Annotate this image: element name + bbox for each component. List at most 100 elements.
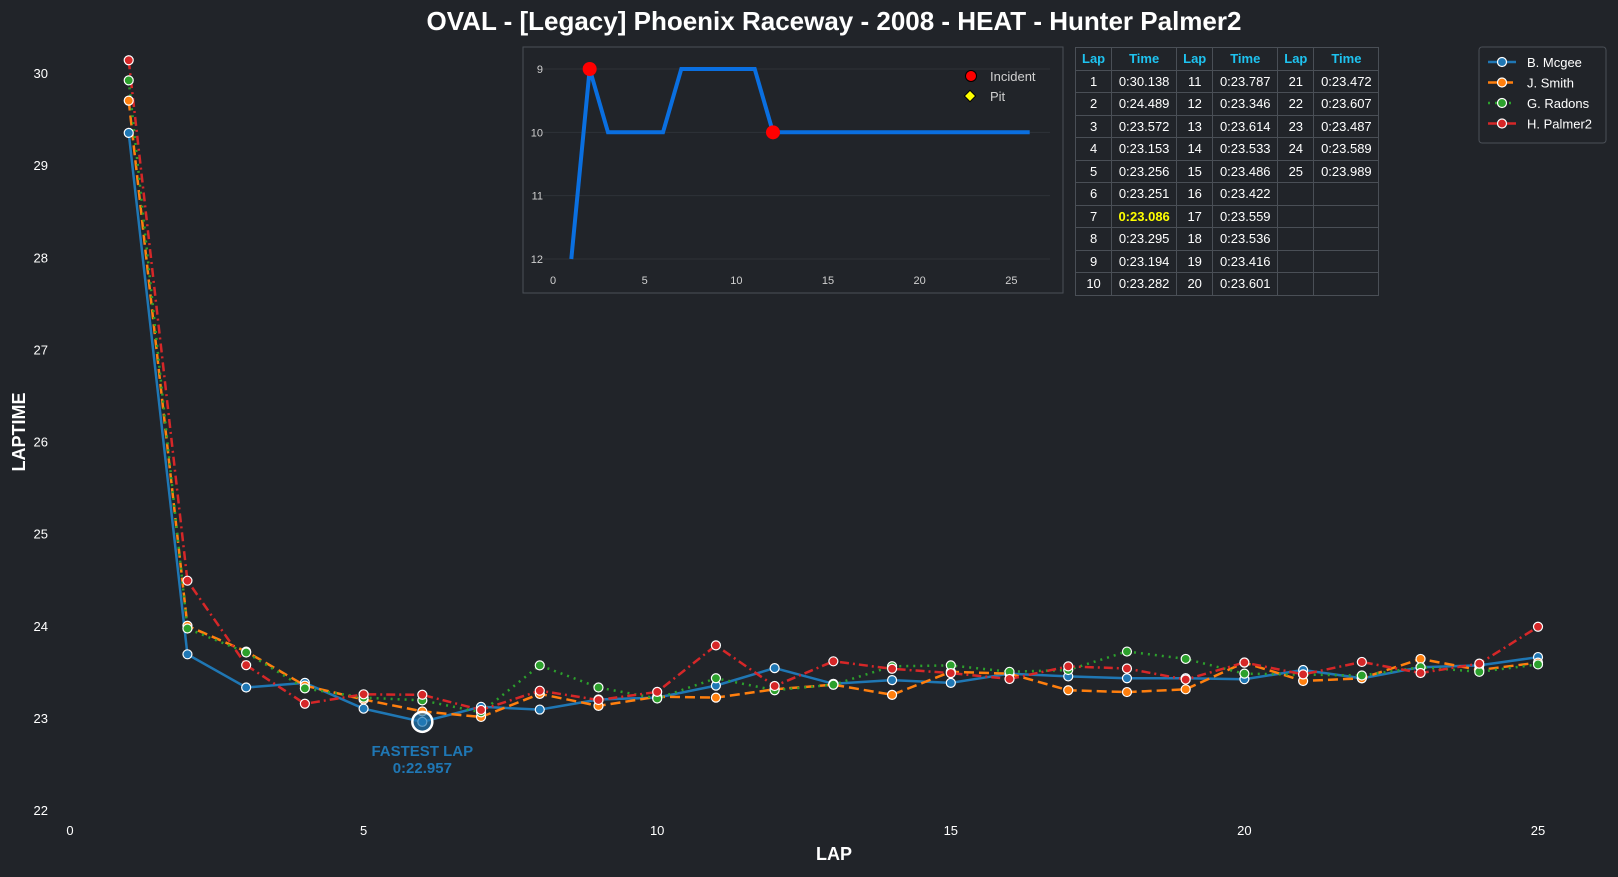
data-point <box>123 95 134 106</box>
table-row: 2 0:24.489 12 0:23.346 22 0:23.607 <box>1074 92 1380 116</box>
table-row: 6 0:23.251 16 0:23.422 <box>1074 182 1380 206</box>
inset-markers <box>582 62 780 140</box>
data-point <box>123 75 134 86</box>
x-tick-label: 5 <box>360 823 367 838</box>
table-cell-time <box>1313 204 1380 228</box>
table-cell-lap <box>1277 249 1315 273</box>
table-cell-lap: 14 <box>1176 137 1214 161</box>
table-cell-lap: 2 <box>1074 92 1113 116</box>
table-cell-time: 0:23.601 <box>1212 272 1279 296</box>
data-point <box>534 685 545 696</box>
data-point <box>710 673 722 684</box>
data-point <box>1356 656 1367 668</box>
table-cell-time: 0:23.416 <box>1212 249 1279 273</box>
inset-x-tick-label: 20 <box>914 275 926 287</box>
table-cell-lap <box>1277 227 1315 251</box>
incident-legend-icon <box>965 70 977 82</box>
legend-label: J. Smith <box>1527 76 1574 91</box>
table-row: 8 0:23.295 18 0:23.536 <box>1074 227 1380 251</box>
x-tick-label: 10 <box>650 823 664 838</box>
data-point <box>475 704 487 716</box>
table-cell-time <box>1313 182 1380 206</box>
table-cell-time: 0:23.536 <box>1212 227 1279 251</box>
y-tick-label: 26 <box>34 435 48 450</box>
header-lap-3: Lap <box>1277 47 1315 71</box>
data-point <box>1121 663 1133 674</box>
data-point <box>1121 686 1133 698</box>
data-point <box>1004 673 1015 685</box>
table-cell-lap: 21 <box>1277 69 1315 93</box>
legend-label: H. Palmer2 <box>1527 117 1592 132</box>
table-cell-time <box>1313 249 1380 273</box>
data-point <box>241 647 252 658</box>
table-row: 4 0:23.153 14 0:23.533 24 0:23.589 <box>1074 137 1380 161</box>
data-point <box>1180 684 1191 695</box>
table-cell-lap: 10 <box>1074 272 1113 296</box>
y-tick-label: 22 <box>34 803 48 818</box>
data-point <box>1532 659 1544 670</box>
x-tick-label: 20 <box>1237 823 1251 838</box>
table-cell-time: 0:23.422 <box>1212 182 1279 206</box>
y-tick-label: 30 <box>34 66 48 81</box>
table-row: 5 0:23.256 15 0:23.486 25 0:23.989 <box>1074 159 1380 183</box>
table-cell-lap: 20 <box>1176 272 1214 296</box>
data-point <box>1474 658 1485 669</box>
data-point <box>534 660 545 671</box>
inset-y-tick-label: 9 <box>537 64 543 76</box>
inset-x-tick-label: 15 <box>822 275 834 287</box>
table-cell-lap: 11 <box>1176 69 1214 93</box>
header-lap-2: Lap <box>1176 47 1214 71</box>
data-point <box>299 698 310 709</box>
data-point <box>1415 653 1426 665</box>
table-cell-time: 0:23.295 <box>1111 227 1178 251</box>
data-point <box>1239 657 1250 668</box>
table-cell-time: 0:23.256 <box>1111 159 1178 183</box>
data-point <box>1121 673 1133 684</box>
incident-marker <box>766 125 780 140</box>
table-row: 3 0:23.572 13 0:23.614 23 0:23.487 <box>1074 114 1380 138</box>
table-cell-time: 0:23.572 <box>1111 114 1178 138</box>
inset-x-tick-label: 0 <box>550 275 556 287</box>
inset-legend: Incident Pit <box>963 69 1036 104</box>
data-point <box>1063 661 1074 672</box>
table-cell-lap: 23 <box>1277 114 1315 138</box>
table-cell-lap: 22 <box>1277 92 1315 116</box>
data-point <box>1121 646 1133 657</box>
pit-legend-icon <box>963 89 977 103</box>
data-point <box>358 689 369 700</box>
fastest-lap-value: 0:22.957 <box>393 760 452 777</box>
table-body: 1 0:30.138 11 0:23.787 21 0:23.472 2 0:24.489 12… <box>1074 69 1380 296</box>
data-point <box>1239 668 1250 679</box>
data-point <box>299 683 310 694</box>
data-point <box>769 680 780 692</box>
table-cell-lap <box>1277 272 1315 296</box>
data-point <box>710 692 722 703</box>
y-tick-label: 27 <box>34 342 48 357</box>
table-cell-time: 0:23.251 <box>1111 182 1178 206</box>
table-cell-lap: 4 <box>1074 137 1113 161</box>
x-tick-label: 0 <box>66 823 73 838</box>
table-cell-lap <box>1277 182 1315 206</box>
table-cell-time <box>1313 227 1380 251</box>
fastest-lap-annotation: FASTEST LAP 0:22.957 <box>371 710 473 777</box>
table-cell-lap: 18 <box>1176 227 1214 251</box>
y-axis-label: LAPTIME <box>9 393 29 472</box>
table-row: 10 0:23.282 20 0:23.601 <box>1074 272 1380 296</box>
table-cell-lap: 25 <box>1277 159 1315 183</box>
table-cell-lap: 15 <box>1176 159 1214 183</box>
x-tick-label: 15 <box>944 823 958 838</box>
table-cell-lap: 13 <box>1176 114 1214 138</box>
table-cell-time: 0:23.486 <box>1212 159 1279 183</box>
data-point <box>241 660 252 671</box>
table-cell-lap: 7 <box>1074 204 1113 228</box>
y-tick-label: 23 <box>34 711 48 726</box>
inset-y-tick-label: 11 <box>532 191 543 203</box>
table-row: 9 0:23.194 19 0:23.416 <box>1074 249 1380 273</box>
x-tick-label: 25 <box>1531 823 1545 838</box>
table-cell-lap: 12 <box>1176 92 1214 116</box>
main-series-points <box>123 55 1544 727</box>
table-cell-lap: 19 <box>1176 249 1214 273</box>
inset-x-tick-label: 5 <box>642 275 648 287</box>
